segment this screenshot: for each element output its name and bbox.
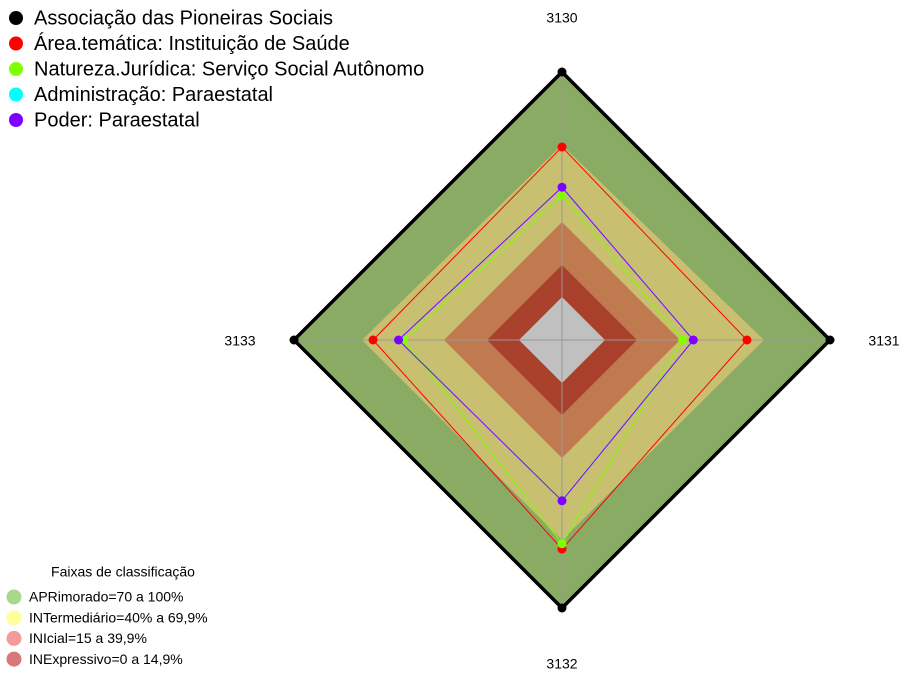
band-legend-title: Faixas de classificação: [51, 564, 195, 580]
series-point: [557, 496, 567, 506]
legend-marker: [9, 62, 23, 76]
legend-label: Natureza.Jurídica: Serviço Social Autôno…: [34, 58, 424, 80]
series-point: [557, 67, 567, 77]
category-label: 3132: [546, 656, 577, 672]
series-point: [394, 335, 404, 345]
legend-marker: [9, 36, 23, 51]
legend-marker: [9, 11, 23, 25]
band-legend-label: APRimorado=70 a 100%: [29, 589, 184, 605]
series-point: [742, 335, 752, 345]
series-point: [557, 142, 567, 152]
series-point: [557, 603, 567, 613]
legend-marker: [9, 87, 23, 102]
series-point: [688, 335, 698, 345]
series: [289, 67, 835, 613]
band-legend-label: INTermediário=40% a 69,9%: [29, 609, 208, 625]
series-point: [557, 182, 567, 192]
series-point: [825, 335, 835, 345]
band-legend-label: INIcial=15 a 39,9%: [29, 630, 147, 646]
band-legend-marker: [6, 589, 22, 605]
category-label: 3130: [546, 10, 577, 26]
series-point: [289, 335, 299, 345]
series: [394, 182, 698, 506]
band-legend-label: INExpressivo=0 a 14,9%: [29, 651, 183, 667]
category-label: 3131: [868, 333, 899, 349]
legend-label: Administração: Paraestatal: [34, 84, 273, 106]
category-label: 3133: [224, 333, 255, 349]
series-point: [557, 190, 567, 200]
series-point: [678, 335, 688, 345]
legend-label: Associação das Pioneiras Sociais: [34, 7, 333, 29]
series-point: [368, 335, 378, 345]
band-legend-marker: [6, 610, 22, 626]
legend-label: Poder: Paraestatal: [34, 109, 200, 131]
band-legend-marker: [6, 651, 22, 667]
axes: [294, 72, 830, 608]
legend-label: Área.temática: Instituição de Saúde: [34, 32, 350, 55]
series-point: [557, 539, 567, 549]
series: [368, 142, 752, 554]
legend-marker: [9, 113, 23, 127]
band-legend-marker: [6, 630, 22, 646]
series: [399, 190, 688, 549]
